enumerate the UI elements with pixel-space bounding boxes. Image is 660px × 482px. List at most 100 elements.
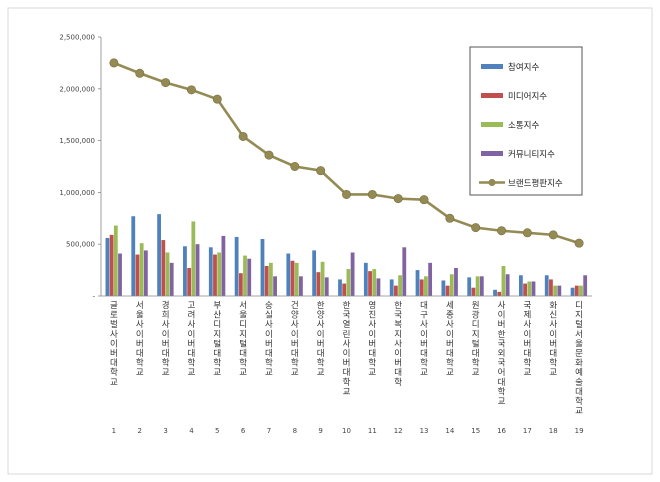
bar — [213, 254, 217, 296]
bar — [135, 254, 140, 296]
bar — [312, 250, 317, 296]
bar — [363, 262, 368, 296]
line-point — [264, 150, 274, 160]
bar — [165, 252, 170, 296]
bar — [389, 279, 394, 296]
bar — [350, 252, 355, 296]
bar — [445, 285, 450, 296]
x-rank-label: 8 — [293, 427, 297, 435]
bar — [183, 246, 187, 296]
bar — [294, 262, 299, 296]
line-point — [497, 226, 507, 236]
legend-swatch — [481, 122, 503, 127]
bar — [143, 250, 148, 296]
bar — [109, 234, 114, 296]
bar — [118, 253, 122, 296]
bar — [320, 261, 325, 296]
legend-label: 브랜드평판지수 — [508, 178, 563, 189]
bar — [368, 271, 372, 296]
line-point — [367, 189, 377, 199]
line-point — [109, 58, 119, 68]
bar — [454, 268, 458, 296]
bar — [342, 283, 347, 296]
legend-box — [469, 46, 583, 196]
bar — [497, 291, 502, 296]
y-tick-label: 1,500,000 — [59, 137, 95, 145]
line-point — [341, 189, 351, 199]
x-rank-label: 15 — [471, 427, 480, 435]
bar — [338, 279, 342, 296]
bar — [579, 285, 583, 296]
bar — [428, 262, 433, 296]
bar — [557, 285, 562, 296]
bar — [268, 262, 273, 296]
line-point — [574, 238, 584, 248]
line-point — [393, 194, 403, 204]
bar — [157, 214, 162, 296]
bar — [424, 276, 428, 296]
y-tick-label: - — [92, 293, 95, 301]
bar — [247, 258, 252, 296]
bar — [505, 274, 510, 296]
bar — [527, 281, 532, 296]
bar — [553, 285, 558, 296]
line-point — [316, 166, 326, 176]
line-point — [522, 228, 532, 238]
x-rank-label: 9 — [318, 427, 322, 435]
bar — [479, 276, 484, 296]
legend-swatch — [481, 93, 503, 98]
line-group — [109, 58, 584, 248]
bar — [402, 247, 407, 296]
bar — [286, 253, 291, 296]
line-point — [445, 213, 455, 223]
bar — [195, 244, 200, 296]
x-axis: 글 로 벌 사 이 버 대 학 교 1 서 울 사 이 버 대 학 교 2 경 희 사 이 버 대 학 교 3 고 려 사 이 버 대 학 교 4 부 산 디… — [101, 295, 592, 435]
bar — [324, 277, 329, 296]
bar — [187, 268, 192, 296]
bar — [471, 287, 476, 296]
x-rank-label: 4 — [189, 427, 194, 435]
bar — [273, 276, 277, 296]
line-point — [238, 131, 248, 141]
x-rank-label: 12 — [394, 427, 403, 435]
bar — [131, 216, 136, 296]
line-point — [161, 78, 171, 88]
line-point — [186, 85, 196, 95]
y-tick-label: 2,500,000 — [59, 34, 95, 42]
bar — [501, 265, 506, 296]
bar — [221, 235, 226, 296]
x-rank-label: 19 — [575, 427, 584, 435]
bar — [234, 236, 239, 296]
bar — [243, 255, 247, 296]
bar — [467, 277, 472, 296]
x-rank-label: 6 — [241, 427, 246, 435]
bar — [376, 278, 381, 296]
y-tick-label: 500,000 — [66, 241, 95, 249]
legend-label: 미디어지수 — [508, 91, 547, 102]
bar — [161, 240, 166, 296]
bar — [169, 262, 174, 296]
bar — [570, 287, 575, 296]
line-point — [290, 162, 300, 172]
x-rank-label: 13 — [420, 427, 429, 435]
bar — [583, 275, 588, 296]
x-rank-label: 18 — [549, 427, 558, 435]
bar — [105, 237, 110, 296]
